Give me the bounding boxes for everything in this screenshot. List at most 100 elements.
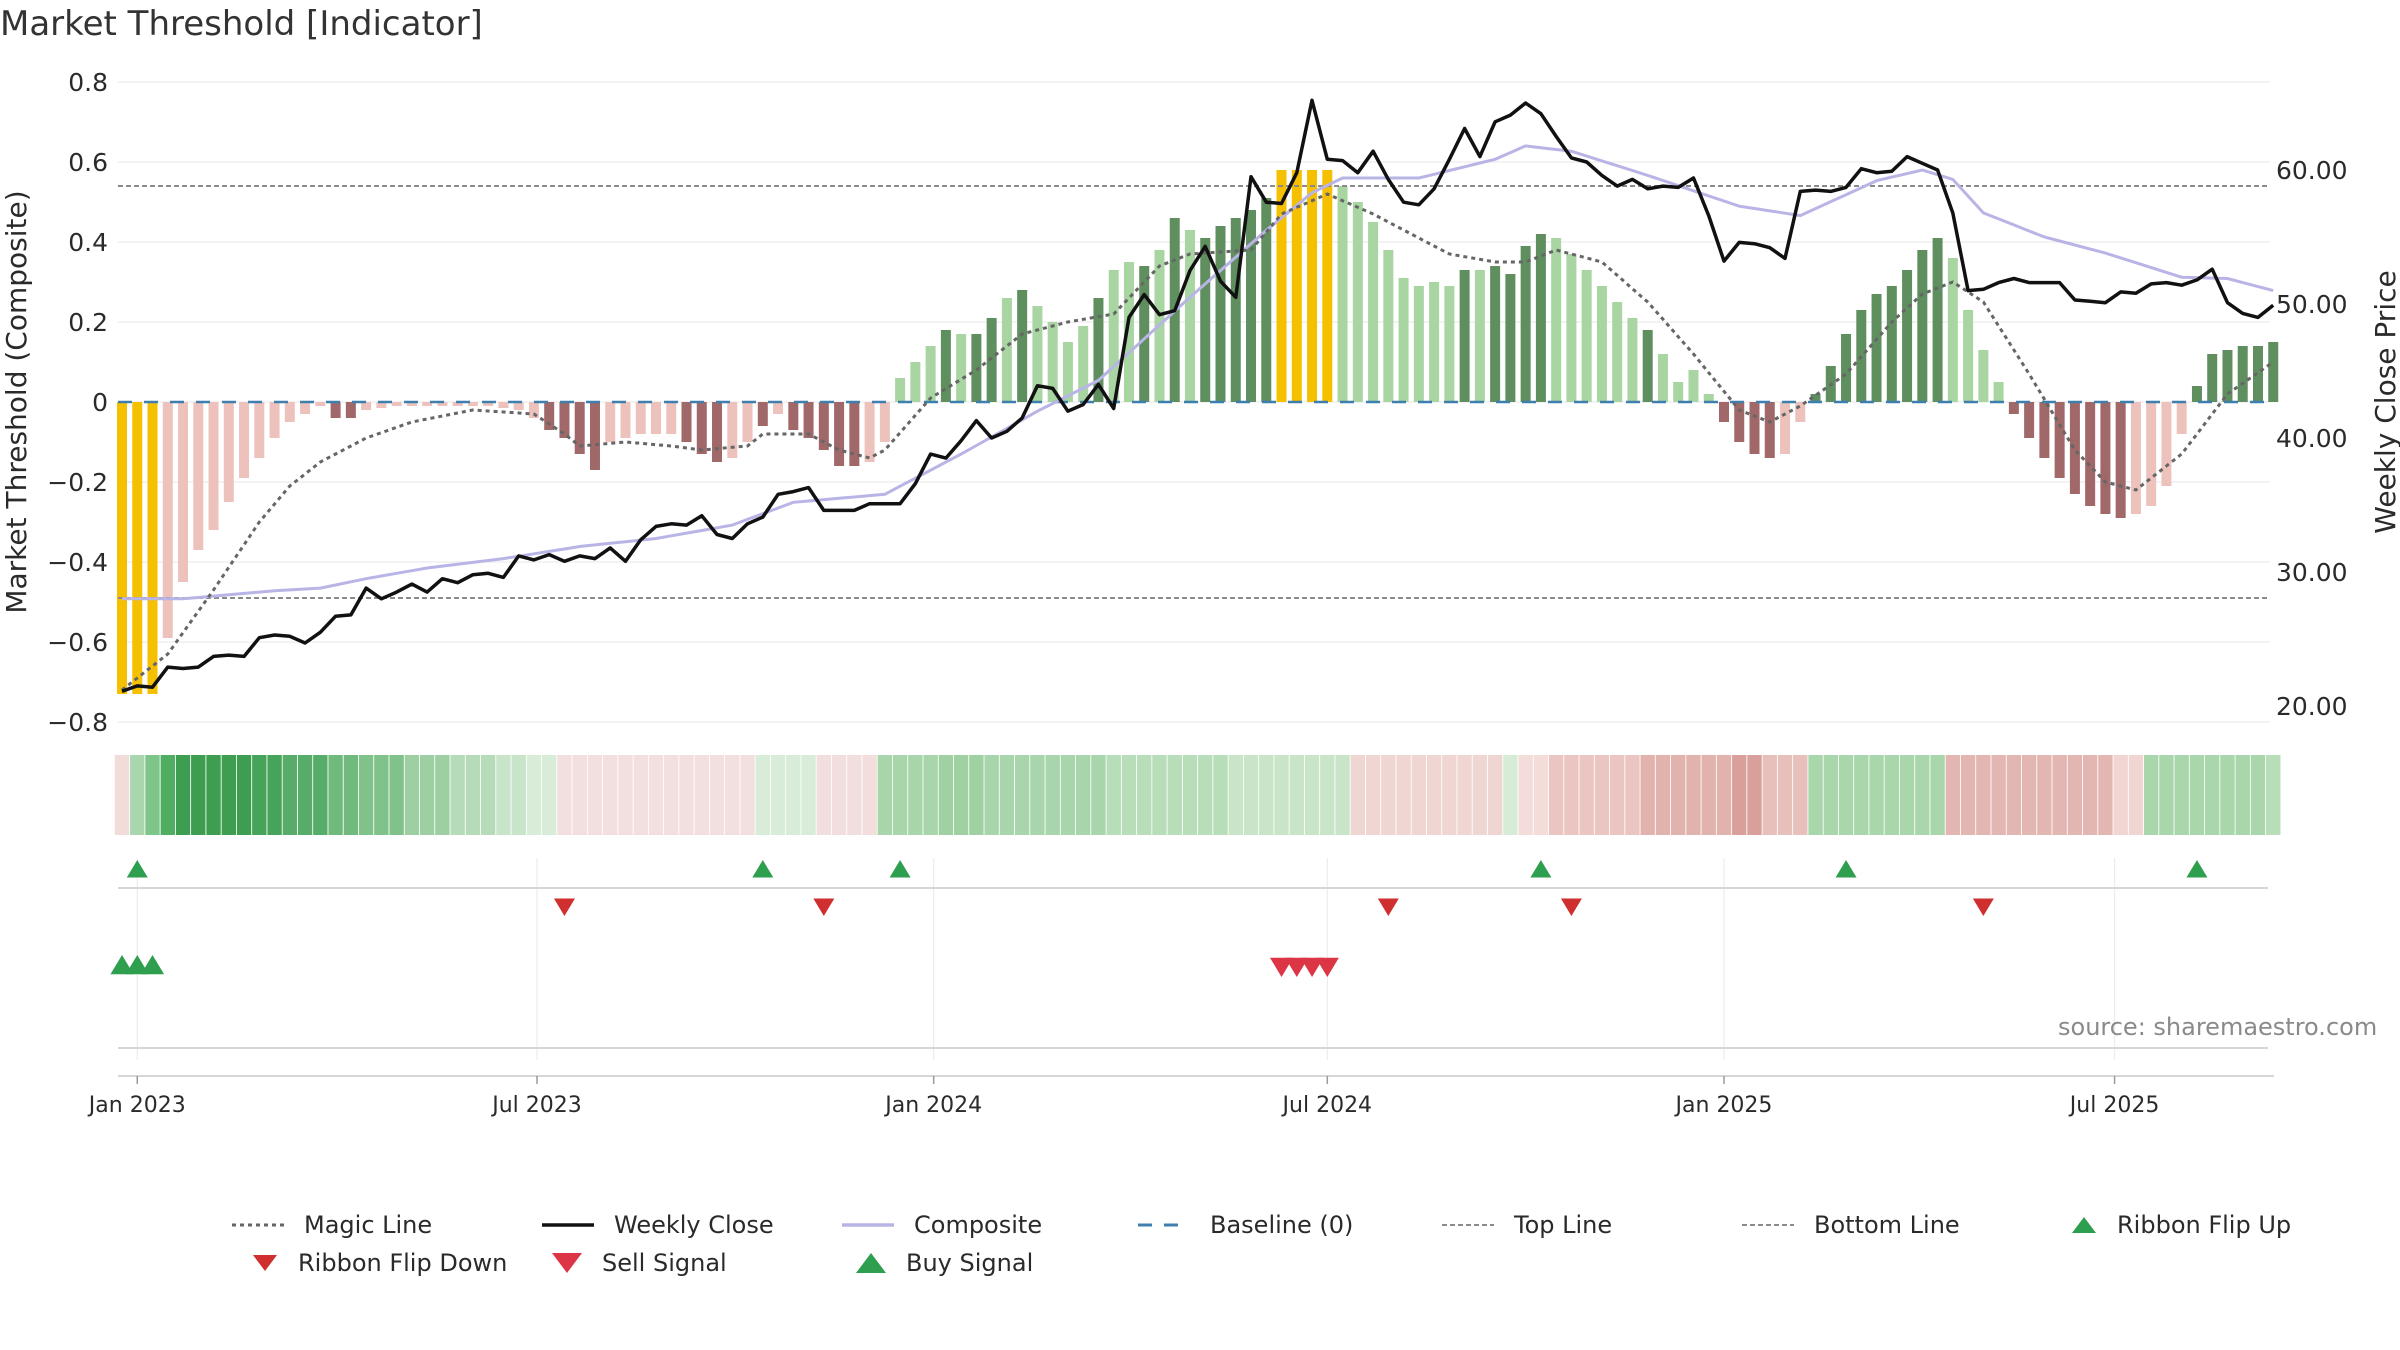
threshold-bar bbox=[788, 402, 799, 430]
ribbon-segment bbox=[1472, 755, 1488, 835]
ribbon-segment bbox=[587, 755, 603, 835]
ribbon-segment bbox=[282, 755, 298, 835]
ribbon-segment bbox=[389, 755, 404, 835]
ribbon-segment bbox=[160, 755, 175, 835]
ribbon-segment bbox=[725, 755, 740, 835]
ribbon-flip-up-marker bbox=[2186, 860, 2208, 878]
threshold-bar bbox=[330, 402, 341, 418]
threshold-bar bbox=[1688, 370, 1699, 402]
ribbon-flip-down-marker bbox=[553, 898, 575, 916]
threshold-bar bbox=[1810, 394, 1821, 402]
y2-tick-label: 20.00 bbox=[2276, 692, 2348, 721]
threshold-bar bbox=[1246, 210, 1257, 402]
threshold-bar bbox=[1047, 322, 1058, 402]
ribbon-segment bbox=[1106, 755, 1121, 835]
x-tick-label: Jul 2025 bbox=[2068, 1093, 2160, 1118]
ribbon-segment bbox=[313, 755, 328, 835]
ribbon-segment bbox=[404, 755, 420, 835]
y2-tick-label: 50.00 bbox=[2276, 290, 2348, 319]
threshold-bar bbox=[1764, 402, 1775, 458]
threshold-bar bbox=[1703, 394, 1714, 402]
series-lines bbox=[118, 98, 2275, 693]
ribbon-segment bbox=[892, 755, 908, 835]
signal-markers bbox=[110, 860, 2208, 977]
threshold-bar bbox=[2130, 402, 2141, 514]
threshold-bar bbox=[849, 402, 860, 466]
buy-signal-marker bbox=[125, 955, 149, 975]
ribbon-segment bbox=[755, 755, 770, 835]
threshold-bar bbox=[1337, 186, 1348, 402]
y-tick-label: 0.8 bbox=[68, 68, 108, 97]
threshold-bar bbox=[147, 402, 158, 694]
ribbon-segment bbox=[1625, 755, 1640, 835]
threshold-bar bbox=[940, 330, 951, 402]
threshold-bar bbox=[284, 402, 295, 422]
ribbon-segment bbox=[1213, 755, 1228, 835]
ribbon-segment bbox=[450, 755, 465, 835]
ribbon-flip-down-marker bbox=[1377, 898, 1399, 916]
y-tick-label: 0.6 bbox=[68, 148, 108, 177]
ribbon-segment bbox=[801, 755, 816, 835]
threshold-bar bbox=[1368, 222, 1379, 402]
ribbon-segment bbox=[1655, 755, 1671, 835]
ribbon-segment bbox=[374, 755, 389, 835]
ribbon-segment bbox=[1930, 755, 1945, 835]
ribbon-segment bbox=[694, 755, 709, 835]
ribbon-segment bbox=[770, 755, 786, 835]
threshold-bar bbox=[422, 402, 433, 406]
ribbon-segment bbox=[633, 755, 648, 835]
buy-signal-marker bbox=[140, 955, 165, 975]
threshold-bar bbox=[2237, 346, 2248, 402]
legend-weekly-close-label: Weekly Close bbox=[614, 1211, 774, 1239]
ribbon-segment bbox=[1091, 755, 1106, 835]
ribbon-segment bbox=[2021, 755, 2037, 835]
ribbon-segment bbox=[1548, 755, 1564, 835]
ribbon-segment bbox=[1671, 755, 1686, 835]
ribbon-segment bbox=[2174, 755, 2189, 835]
threshold-bar bbox=[1780, 402, 1791, 454]
threshold-bar bbox=[178, 402, 189, 582]
ribbon-segment bbox=[2037, 755, 2052, 835]
ribbon-segment bbox=[1259, 755, 1274, 835]
legend-weekly-close: Weekly Close bbox=[540, 1205, 774, 1245]
ribbon-segment bbox=[1808, 755, 1823, 835]
threshold-bar bbox=[498, 402, 509, 408]
ribbon-flip-up-marker bbox=[1835, 860, 1857, 878]
legend-ribbon-flip-down: Ribbon Flip Down bbox=[250, 1243, 507, 1283]
ribbon-segment bbox=[1045, 755, 1060, 835]
ribbon-segment bbox=[496, 755, 511, 835]
legend-ribbon-flip-up: Ribbon Flip Up bbox=[2057, 1205, 2291, 1245]
threshold-bar bbox=[1200, 238, 1211, 402]
threshold-bar bbox=[406, 402, 417, 406]
threshold-bar bbox=[1673, 382, 1684, 402]
legend-composite: Composite bbox=[840, 1205, 1042, 1245]
legend-baseline: Baseline (0) bbox=[1136, 1205, 1353, 1245]
threshold-bar bbox=[956, 334, 967, 402]
threshold-bar bbox=[2100, 402, 2111, 514]
ribbon-segment bbox=[1899, 755, 1915, 835]
threshold-bar bbox=[834, 402, 845, 466]
ribbon-segment bbox=[969, 755, 984, 835]
threshold-bar bbox=[1215, 226, 1226, 402]
chart-title: Market Threshold [Indicator] bbox=[0, 4, 483, 44]
ribbon-segment bbox=[1960, 755, 1976, 835]
ribbon-segment bbox=[877, 755, 893, 835]
ribbon-segment bbox=[1793, 755, 1808, 835]
threshold-bar bbox=[1001, 298, 1012, 402]
ribbon-segment bbox=[572, 755, 587, 835]
buy-signal-marker bbox=[110, 955, 134, 975]
threshold-bar bbox=[1291, 170, 1302, 402]
ribbon-segment bbox=[419, 755, 435, 835]
threshold-bar bbox=[2085, 402, 2096, 506]
ribbon-segment bbox=[465, 755, 481, 835]
ribbon-segment bbox=[786, 755, 801, 835]
threshold-bar bbox=[223, 402, 234, 502]
threshold-bar bbox=[437, 402, 448, 406]
threshold-bar bbox=[712, 402, 723, 462]
ribbon-segment bbox=[1609, 755, 1625, 835]
ribbon-flip-up-marker bbox=[1530, 860, 1552, 878]
threshold-bar bbox=[1734, 402, 1745, 442]
threshold-bar bbox=[117, 402, 127, 694]
ribbon-segment bbox=[2266, 755, 2281, 835]
ribbon-segment bbox=[2067, 755, 2083, 835]
